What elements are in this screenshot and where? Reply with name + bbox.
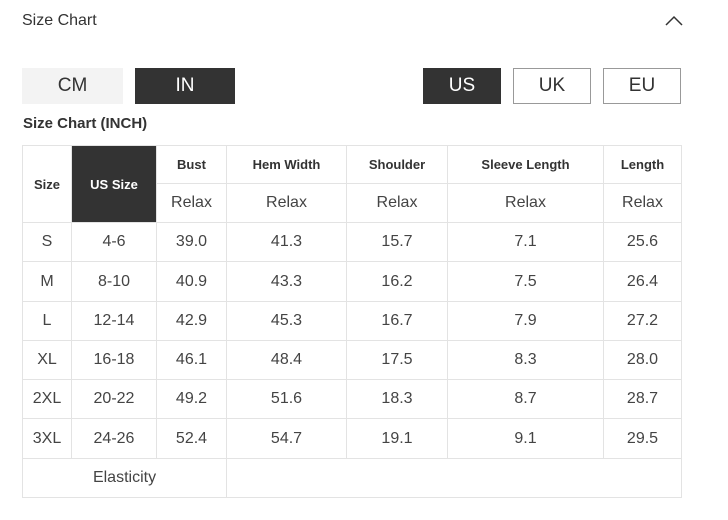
table-cell: 40.9 <box>157 262 227 302</box>
region-toggle-button[interactable]: US <box>423 68 501 104</box>
table-cell: 8.3 <box>448 341 604 380</box>
fit-cell: Relax <box>347 184 448 223</box>
table-cell: 8-10 <box>72 262 157 302</box>
table-cell: 54.7 <box>227 419 347 459</box>
table-cell: 2XL <box>23 380 72 419</box>
size-table: Size US Size Bust Relax Hem Width Relax Should… <box>22 145 682 498</box>
fit-cell: Relax <box>604 184 682 223</box>
table-cell: 39.0 <box>157 223 227 262</box>
column-header: Shoulder <box>347 146 448 184</box>
column-header: Sleeve Length <box>448 146 604 184</box>
table-cell: 20-22 <box>72 380 157 419</box>
footer-cell: Elasticity <box>23 459 227 498</box>
unit-toggle-button[interactable]: IN <box>135 68 235 104</box>
collapse-toggle[interactable] <box>664 14 684 28</box>
unit-toggle-button[interactable]: CM <box>22 68 123 104</box>
table-cell: 46.1 <box>157 341 227 380</box>
table-cell: 25.6 <box>604 223 682 262</box>
table-cell: 43.3 <box>227 262 347 302</box>
table-cell: 16-18 <box>72 341 157 380</box>
column-header: Hem Width <box>227 146 347 184</box>
column-header: US Size <box>72 146 157 223</box>
table-cell: 8.7 <box>448 380 604 419</box>
table-cell: S <box>23 223 72 262</box>
table-cell: XL <box>23 341 72 380</box>
region-toggle-button[interactable]: EU <box>603 68 681 104</box>
table-cell: 28.0 <box>604 341 682 380</box>
column-header: Bust <box>157 146 227 184</box>
table-cell: 12-14 <box>72 302 157 341</box>
panel-title: Size Chart <box>22 12 97 29</box>
table-cell: 24-26 <box>72 419 157 459</box>
table-cell: 7.1 <box>448 223 604 262</box>
table-cell: 15.7 <box>347 223 448 262</box>
table-cell: 7.5 <box>448 262 604 302</box>
table-cell: 18.3 <box>347 380 448 419</box>
table-cell: M <box>23 262 72 302</box>
table-cell: 9.1 <box>448 419 604 459</box>
column-header: Size <box>23 146 72 223</box>
table-cell: 42.9 <box>157 302 227 341</box>
table-cell: 3XL <box>23 419 72 459</box>
table-cell: 29.5 <box>604 419 682 459</box>
empty-cell <box>227 459 682 498</box>
table-cell: 45.3 <box>227 302 347 341</box>
table-cell: 17.5 <box>347 341 448 380</box>
table-cell: 48.4 <box>227 341 347 380</box>
fit-cell: Relax <box>227 184 347 223</box>
region-toggle-button[interactable]: UK <box>513 68 591 104</box>
table-cell: 19.1 <box>347 419 448 459</box>
table-cell: 7.9 <box>448 302 604 341</box>
table-caption: Size Chart (INCH) <box>23 115 148 132</box>
table-cell: 26.4 <box>604 262 682 302</box>
table-cell: 51.6 <box>227 380 347 419</box>
table-cell: 4-6 <box>72 223 157 262</box>
table-cell: 27.2 <box>604 302 682 341</box>
table-cell: 41.3 <box>227 223 347 262</box>
fit-cell: Relax <box>157 184 227 223</box>
table-cell: 16.7 <box>347 302 448 341</box>
table-cell: 49.2 <box>157 380 227 419</box>
table-cell: 16.2 <box>347 262 448 302</box>
fit-cell: Relax <box>448 184 604 223</box>
column-header: Length <box>604 146 682 184</box>
table-cell: 52.4 <box>157 419 227 459</box>
table-cell: L <box>23 302 72 341</box>
table-cell: 28.7 <box>604 380 682 419</box>
